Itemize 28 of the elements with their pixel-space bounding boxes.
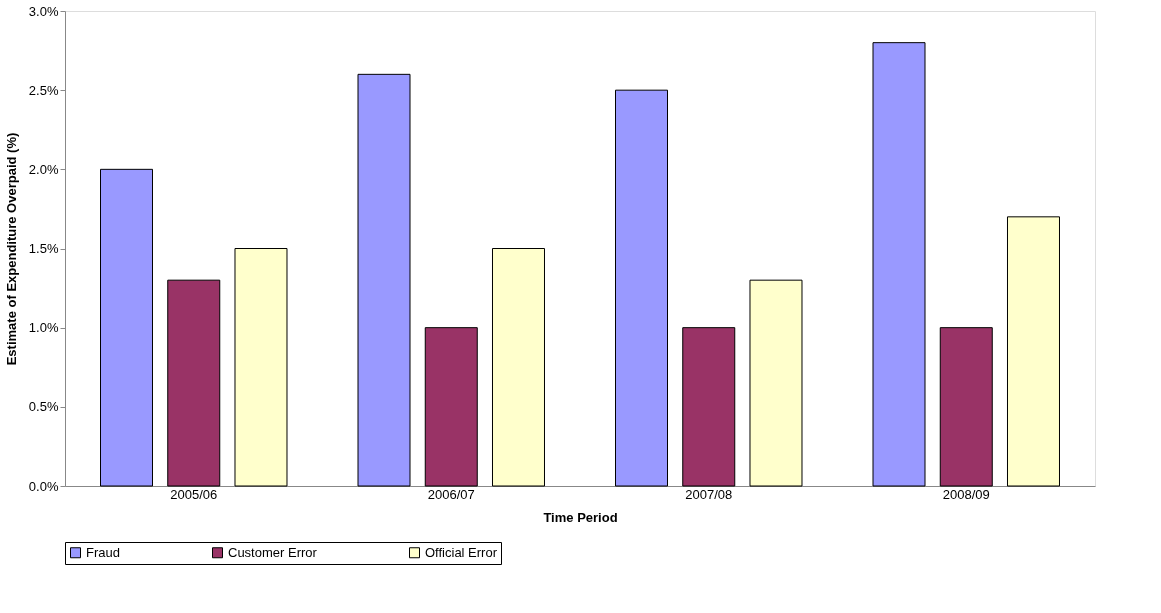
- x-tick-label: 2005/06: [170, 486, 218, 502]
- bar: [872, 42, 926, 487]
- y-axis-title: Estimate of Expenditure Overpaid (%): [3, 132, 19, 366]
- legend-label: Customer Error: [228, 544, 318, 560]
- bar: [939, 327, 993, 487]
- bar: [424, 327, 478, 487]
- y-tick-label: 2.5%: [28, 82, 59, 98]
- y-tick-label: 0.0%: [28, 478, 59, 494]
- x-tick-label: 2008/09: [942, 486, 990, 502]
- x-tick-label: 2006/07: [427, 486, 475, 502]
- bar: [749, 279, 803, 487]
- bar: [682, 327, 736, 487]
- y-tick-label: 3.0%: [28, 3, 59, 19]
- bar: [357, 73, 411, 487]
- x-tick-label: 2007/08: [685, 486, 733, 502]
- bar: [167, 279, 221, 487]
- bar: [234, 248, 288, 487]
- bar: [615, 89, 668, 487]
- y-tick-label: 1.0%: [28, 320, 59, 336]
- y-tick-label: 0.5%: [28, 399, 59, 415]
- legend-label: Fraud: [86, 544, 120, 560]
- bar: [492, 248, 545, 487]
- bar: [100, 168, 153, 487]
- y-tick-label: 2.0%: [28, 161, 59, 177]
- y-tick-label: 1.5%: [28, 241, 59, 256]
- legend-label: Official Error: [425, 544, 498, 560]
- bar: [1007, 216, 1060, 487]
- x-axis-title: Time Period: [543, 509, 618, 525]
